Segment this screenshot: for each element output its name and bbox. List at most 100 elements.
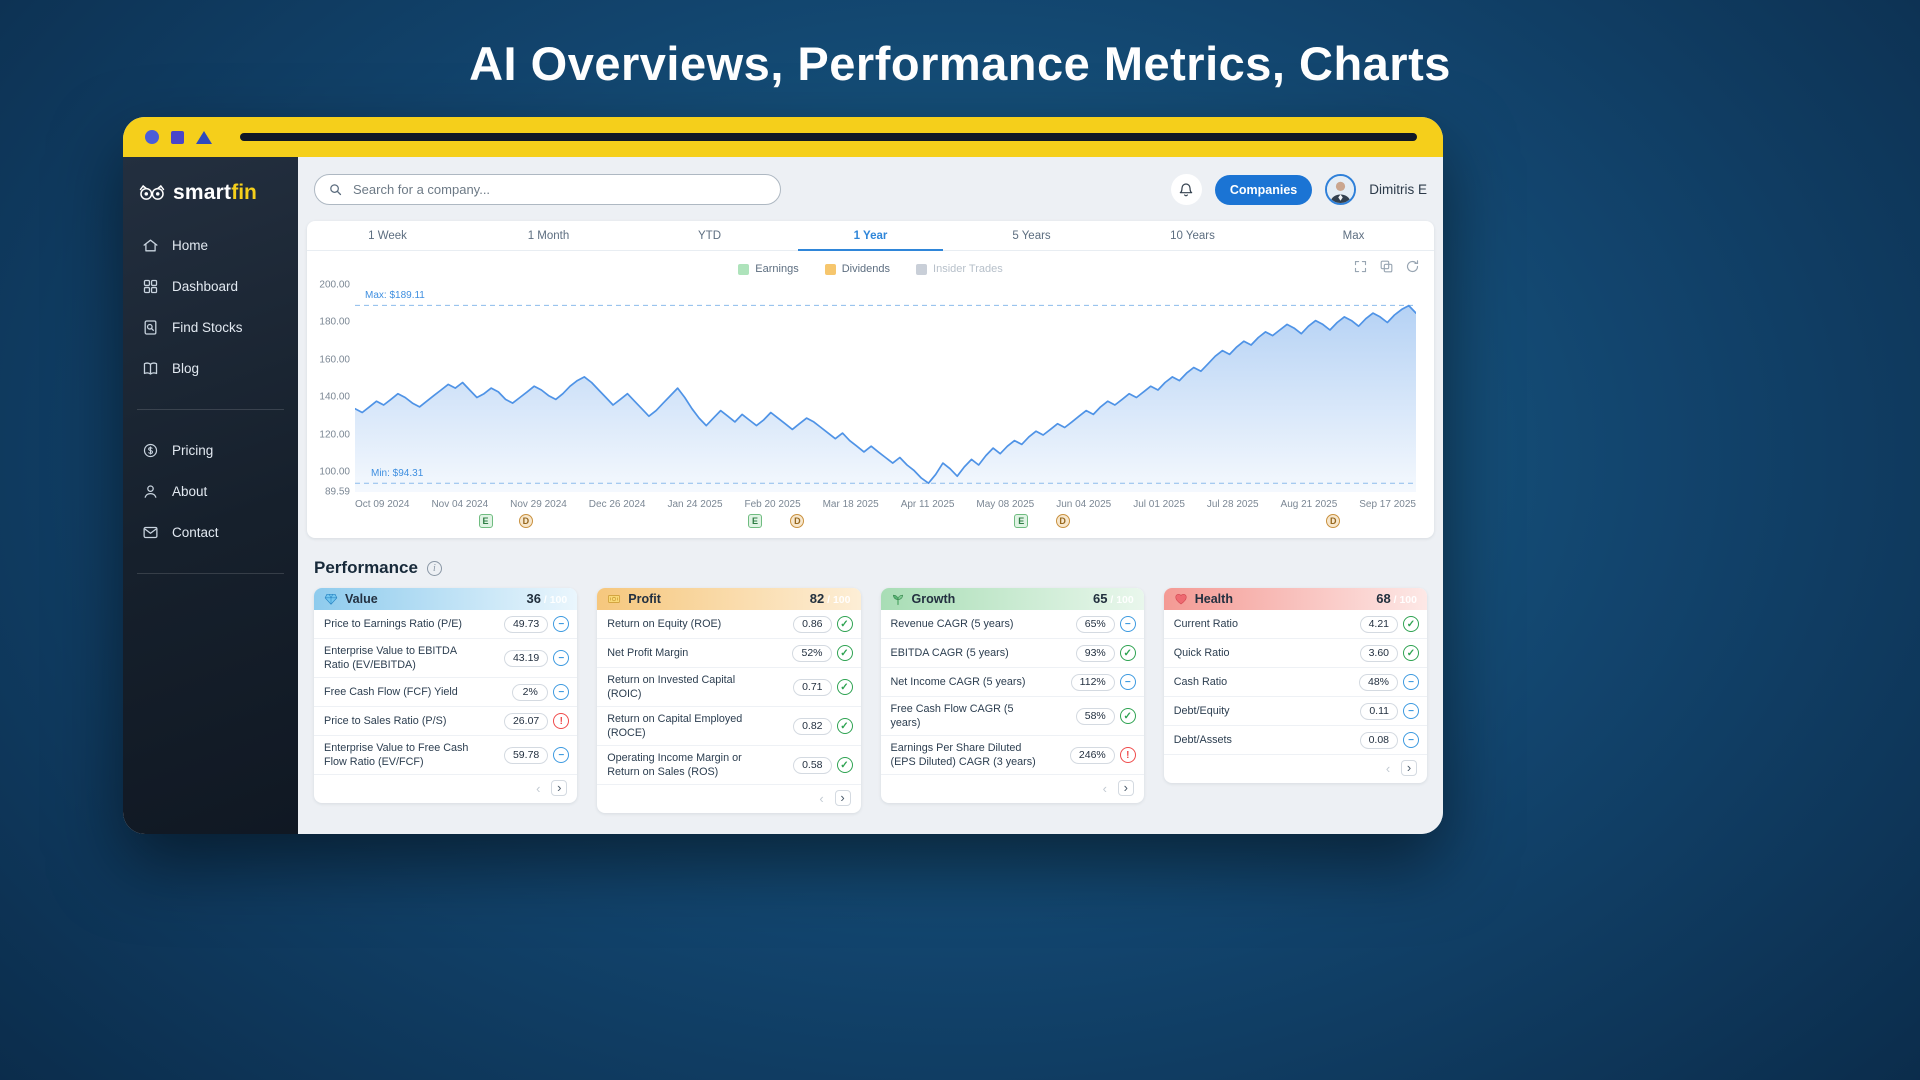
sidebar-item-contact[interactable]: Contact (123, 512, 298, 553)
app-logo[interactable]: smartfin (123, 173, 298, 225)
metric-row[interactable]: Price to Earnings Ratio (P/E) 49.73− (314, 610, 578, 639)
money-icon (607, 592, 621, 606)
metric-label: Return on Capital Employed (ROCE) (607, 713, 743, 740)
metric-row[interactable]: Return on Capital Employed (ROCE) 0.82 ✓ (597, 707, 861, 747)
check-circle-icon: ✓ (1119, 708, 1136, 725)
legend-earnings[interactable]: Earnings (738, 263, 799, 275)
refresh-icon[interactable] (1405, 259, 1420, 274)
chart-range-tab-1-year[interactable]: 1 Year (790, 221, 951, 251)
sidebar-divider (137, 409, 284, 410)
metric-row[interactable]: Return on Invested Capital (ROIC) 0.71 ✓ (597, 668, 861, 708)
chart-range-tab-max[interactable]: Max (1342, 230, 1365, 242)
metric-row[interactable]: Net Income CAGR (5 years) 112% − (880, 668, 1144, 697)
earnings-event-badge[interactable]: E (478, 514, 493, 528)
metric-row[interactable]: Debt/Assets 0.08− (1163, 726, 1427, 755)
legend-label: Insider Trades (933, 263, 1003, 275)
sidebar-item-blog[interactable]: Blog (123, 348, 298, 389)
metric-label: Price to Sales Ratio (P/S) (324, 715, 447, 728)
user-avatar[interactable] (1325, 174, 1357, 205)
card-pagination: ‹ › (314, 775, 577, 803)
chart-range-tab-ytd[interactable]: YTD (698, 230, 721, 242)
metric-row[interactable]: Cash Ratio 48% − (1163, 668, 1427, 697)
find-stocks-icon (142, 319, 159, 336)
metric-row[interactable]: EBITDA CAGR (5 years) 93% ✓ (880, 639, 1144, 668)
performance-card-value: Value 36 / 100 Price to Earnings Ratio (P/… (314, 588, 578, 804)
dividend-event-badge[interactable]: D (518, 514, 533, 528)
prev-page-button[interactable]: ‹ (1102, 780, 1107, 796)
company-search[interactable] (314, 174, 781, 205)
metric-row[interactable]: Debt/Equity 0.11− (1163, 697, 1427, 726)
metric-row[interactable]: Earnings Per Share Diluted (EPS Diluted)… (880, 736, 1144, 776)
bell-icon (1178, 182, 1194, 198)
metric-row[interactable]: Enterprise Value to Free Cash Flow Ratio… (314, 736, 578, 776)
expand-icon[interactable] (1353, 259, 1368, 274)
sidebar-item-pricing[interactable]: Pricing (123, 430, 298, 471)
metric-row[interactable]: Operating Income Margin or Return on Sal… (597, 746, 861, 786)
performance-title: Performance (314, 558, 418, 577)
metric-row[interactable]: Revenue CAGR (5 years) 65% − (880, 610, 1144, 639)
dividend-event-badge[interactable]: D (1326, 514, 1341, 528)
chart-range-tab-10-years[interactable]: 10 Years (1170, 230, 1215, 242)
chart-range-tab-1-month[interactable]: 1 Month (527, 230, 570, 242)
metric-row[interactable]: Return on Equity (ROE) 0.86 ✓ (597, 610, 861, 639)
app-window: smartfin Home Dashboard Find Stocks Blog Pr… (123, 117, 1443, 834)
chart-plot[interactable]: Max: $189.11 Min: $94.31 (355, 285, 1416, 492)
chart-tools (1353, 259, 1420, 274)
sidebar-item-dashboard[interactable]: Dashboard (123, 266, 298, 307)
chart-range-tab-5-years[interactable]: 5 Years (1012, 230, 1051, 242)
next-page-button[interactable]: › (551, 780, 568, 797)
info-icon[interactable]: i (426, 560, 442, 576)
metric-value: 2% (512, 683, 549, 701)
earnings-event-badge[interactable]: E (1014, 514, 1029, 528)
metric-label: Cash Ratio (1173, 675, 1228, 688)
metric-value: 59.78 (503, 746, 549, 764)
prev-page-button[interactable]: ‹ (536, 780, 541, 796)
metric-value: 0.82 (793, 717, 832, 735)
metric-row[interactable]: Free Cash Flow CAGR (5 years) 58% ✓ (880, 697, 1144, 737)
card-header-growth: Growth 65 / 100 (880, 588, 1144, 610)
legend-label: Dividends (841, 263, 891, 275)
legend-swatch (824, 263, 836, 275)
sidebar-item-home[interactable]: Home (123, 225, 298, 266)
next-page-button[interactable]: › (1401, 760, 1417, 776)
search-input[interactable] (351, 181, 767, 198)
x-axis-tick: Aug 21 2025 (1280, 499, 1338, 510)
metric-row[interactable]: Current Ratio 4.21 ✓ (1163, 610, 1427, 639)
earnings-event-badge[interactable]: E (747, 514, 762, 528)
legend-insider-trades[interactable]: Insider Trades (916, 263, 1003, 275)
metric-value: 246% (1069, 746, 1115, 764)
prev-page-button[interactable]: ‹ (1385, 760, 1391, 776)
sidebar-item-find-stocks[interactable]: Find Stocks (123, 307, 298, 348)
companies-button[interactable]: Companies (1214, 174, 1313, 205)
metric-value: 58% (1075, 707, 1115, 725)
dividend-event-badge[interactable]: D (790, 514, 805, 528)
card-score: 65 / 100 (1093, 591, 1134, 606)
layers-icon[interactable] (1379, 259, 1394, 274)
metric-value: 93% (1075, 644, 1115, 662)
metric-row[interactable]: Price to Sales Ratio (P/S) 26.07! (314, 707, 578, 737)
prev-page-button[interactable]: ‹ (819, 790, 824, 806)
legend-dividends[interactable]: Dividends (824, 263, 891, 275)
chart-y-axis: 200.00 180.00 160.00 140.00 120.00 100.00 89.5… (313, 280, 355, 498)
metric-row[interactable]: Enterprise Value to EBITDA Ratio (EV/EBI… (314, 639, 578, 679)
performance-card-profit: Profit 82 / 100 Return on Equity (ROE) 0.86… (597, 588, 861, 814)
next-page-button[interactable]: › (834, 790, 851, 807)
window-circle-decoration (145, 130, 159, 144)
metric-value: 52% (792, 644, 832, 662)
metric-label: EBITDA CAGR (5 years) (890, 646, 1009, 659)
sidebar-item-about[interactable]: About (123, 471, 298, 512)
notifications-button[interactable] (1170, 174, 1202, 205)
metric-row[interactable]: Free Cash Flow (FCF) Yield 2% − (314, 678, 578, 708)
next-page-button[interactable]: › (1117, 780, 1134, 797)
minus-circle-icon: − (1403, 703, 1419, 719)
check-circle-icon: ✓ (836, 757, 853, 774)
x-axis-tick: Jul 01 2025 (1133, 499, 1185, 510)
metric-row[interactable]: Net Profit Margin 52% ✓ (597, 639, 861, 668)
chart-range-tab-1-week[interactable]: 1 Week (368, 230, 407, 242)
check-circle-icon: ✓ (1403, 616, 1419, 632)
sidebar-primary-nav: Home Dashboard Find Stocks Blog (123, 225, 298, 389)
dividend-event-badge[interactable]: D (1055, 514, 1070, 528)
metric-row[interactable]: Quick Ratio 3.60 ✓ (1163, 639, 1427, 668)
check-circle-icon: ✓ (836, 718, 853, 735)
user-name[interactable]: Dimitris E (1369, 182, 1427, 197)
